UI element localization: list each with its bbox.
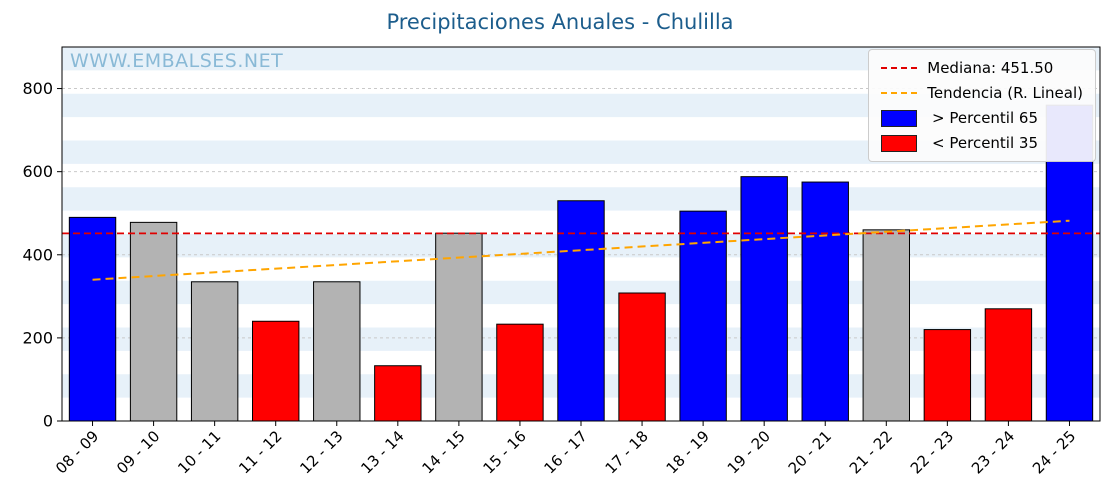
bar (496, 323, 544, 422)
x-tick-label: 22 - 23 (907, 427, 957, 477)
trend-line (92, 219, 1070, 281)
bar (313, 281, 361, 422)
x-tick-label: 20 - 21 (785, 427, 835, 477)
x-tick-label: 10 - 11 (174, 427, 224, 477)
legend-item-p35: < Percentil 35 (881, 134, 1083, 152)
bar (984, 308, 1033, 422)
x-tick-label: 13 - 14 (357, 427, 407, 477)
x-tick-label: 12 - 13 (296, 427, 346, 477)
x-tick-label: 14 - 15 (418, 427, 468, 477)
bar (679, 210, 727, 422)
background-band (62, 140, 1100, 164)
bar (618, 292, 666, 422)
bar (68, 216, 117, 422)
x-tick-label: 08 - 09 (52, 427, 102, 477)
y-tick-label: 0 (43, 412, 53, 431)
legend-item-trend: Tendencia (R. Lineal) (881, 84, 1083, 102)
legend-label-p65: > Percentil 65 (927, 109, 1039, 127)
bar (129, 221, 178, 422)
bar (801, 181, 849, 422)
chart-title: Precipitaciones Anuales - Chulilla (386, 10, 734, 34)
chart-legend: Mediana: 451.50 Tendencia (R. Lineal) > … (868, 49, 1096, 162)
x-tick-label: 09 - 10 (113, 427, 163, 477)
x-tick-label: 19 - 20 (724, 427, 774, 477)
y-tick-label: 200 (22, 328, 53, 347)
background-band (62, 47, 1100, 71)
bar (190, 281, 239, 422)
legend-label-trend: Tendencia (R. Lineal) (927, 84, 1083, 102)
x-tick-label: 18 - 19 (663, 427, 713, 477)
trend-line-sample (881, 92, 918, 94)
y-tick-label: 600 (22, 162, 53, 181)
median-line-sample (881, 67, 918, 69)
p65-swatch (881, 109, 918, 127)
y-tick-label: 800 (22, 79, 53, 98)
legend-item-p65: > Percentil 65 (881, 109, 1083, 127)
x-tick-label: 16 - 17 (541, 427, 591, 477)
bar (374, 365, 422, 422)
p35-swatch (881, 134, 918, 152)
bar (923, 329, 972, 422)
x-tick-label: 24 - 25 (1029, 427, 1079, 477)
bar (557, 200, 605, 422)
y-tick-label: 400 (22, 245, 53, 264)
background-band (62, 93, 1100, 118)
legend-label-median: Mediana: 451.50 (927, 59, 1054, 77)
x-tick-label: 21 - 22 (846, 427, 896, 477)
bar (862, 229, 910, 422)
bar (435, 232, 483, 422)
x-tick-label: 11 - 12 (235, 427, 285, 477)
x-tick-label: 23 - 24 (968, 427, 1018, 477)
bar (252, 320, 300, 422)
legend-label-p35: < Percentil 35 (927, 134, 1039, 152)
watermark-text: WWW.EMBALSES.NET (70, 50, 284, 72)
x-tick-label: 17 - 18 (602, 427, 652, 477)
x-tick-label: 15 - 16 (479, 427, 529, 477)
legend-item-median: Mediana: 451.50 (881, 59, 1083, 77)
bar (740, 176, 788, 422)
